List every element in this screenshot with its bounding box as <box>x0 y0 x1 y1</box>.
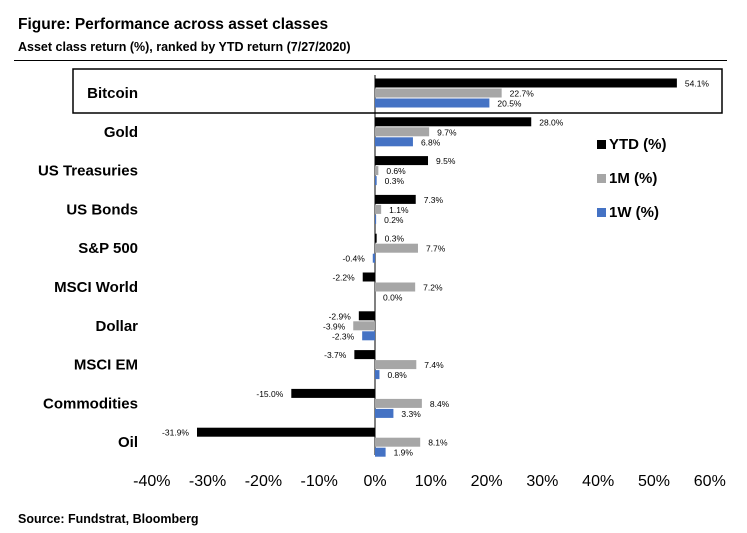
bar <box>196 427 375 437</box>
bar <box>375 166 379 176</box>
data-label: 6.8% <box>421 137 441 147</box>
data-label: -3.9% <box>323 321 346 331</box>
data-label: -2.9% <box>329 311 352 321</box>
bar <box>375 360 417 370</box>
bar <box>375 98 490 108</box>
x-tick-label: -30% <box>189 473 226 490</box>
bar <box>375 204 382 214</box>
category-label: MSCI World <box>54 279 138 296</box>
category-label: S&P 500 <box>78 240 138 257</box>
category-label: Dollar <box>95 318 138 335</box>
data-label: 7.7% <box>426 244 446 254</box>
data-label: -3.7% <box>324 350 347 360</box>
figure-subtitle: Asset class return (%), ranked by YTD re… <box>18 40 351 54</box>
data-label: 22.7% <box>510 89 535 99</box>
data-label: 0.8% <box>387 370 407 380</box>
title-divider <box>14 60 727 61</box>
data-label: 8.4% <box>430 399 450 409</box>
data-label: 7.2% <box>423 283 443 293</box>
data-label: 3.3% <box>401 409 421 419</box>
data-label: 20.5% <box>497 99 522 109</box>
bar <box>375 447 386 457</box>
x-tick-label: 30% <box>526 473 558 490</box>
bar <box>375 282 416 292</box>
highlight-box <box>72 68 723 114</box>
bar <box>375 408 394 418</box>
data-label: -2.3% <box>332 331 355 341</box>
bar <box>375 78 677 88</box>
legend-swatch <box>597 174 606 183</box>
legend-label: YTD (%) <box>609 136 667 153</box>
data-label: 8.1% <box>428 438 448 448</box>
bar <box>375 370 380 380</box>
data-label: 0.0% <box>383 293 403 303</box>
bar <box>375 398 422 408</box>
bar <box>358 311 375 321</box>
bar <box>362 272 375 282</box>
category-label: Bitcoin <box>87 85 138 102</box>
category-label: US Treasuries <box>38 163 138 180</box>
bar <box>375 437 421 447</box>
bar <box>372 253 375 263</box>
data-label: 28.0% <box>539 117 564 127</box>
bar <box>375 137 413 147</box>
category-label: Gold <box>104 124 138 141</box>
figure-title: Figure: Performance across asset classes <box>18 16 329 33</box>
x-tick-label: 0% <box>363 473 386 490</box>
legend-label: 1M (%) <box>609 170 657 187</box>
bar <box>354 350 375 360</box>
data-label: 0.6% <box>386 166 406 176</box>
category-label: Commodities <box>43 395 138 412</box>
legend-swatch <box>597 140 606 149</box>
category-label: US Bonds <box>66 201 138 218</box>
bar <box>375 243 418 253</box>
data-label: 9.5% <box>436 156 456 166</box>
category-label: MSCI EM <box>74 357 138 374</box>
legend-swatch <box>597 208 606 217</box>
data-label: 0.3% <box>385 176 405 186</box>
data-label: 1.1% <box>389 205 409 215</box>
bar <box>375 194 416 204</box>
bar <box>291 388 375 398</box>
x-tick-label: 20% <box>471 473 503 490</box>
data-label: 9.7% <box>437 127 457 137</box>
x-tick-label: -20% <box>245 473 282 490</box>
bar <box>375 176 377 186</box>
bar <box>353 321 375 331</box>
bar <box>375 214 377 224</box>
data-label: 7.4% <box>424 360 444 370</box>
data-label: -2.2% <box>333 273 356 283</box>
data-label: 7.3% <box>424 195 444 205</box>
x-tick-label: 60% <box>694 473 726 490</box>
legend-label: 1W (%) <box>609 204 659 221</box>
bar <box>375 88 502 98</box>
data-label: 0.2% <box>384 215 404 225</box>
data-label: -0.4% <box>343 254 366 264</box>
x-tick-label: 50% <box>638 473 670 490</box>
data-label: 1.9% <box>394 448 414 458</box>
data-label: 54.1% <box>685 79 710 89</box>
category-label: Oil <box>118 434 138 451</box>
bar <box>375 117 532 127</box>
x-tick-label: 40% <box>582 473 614 490</box>
data-label: -15.0% <box>256 389 283 399</box>
x-tick-label: 10% <box>415 473 447 490</box>
data-label: 0.3% <box>385 234 405 244</box>
bar <box>375 233 377 243</box>
bar <box>362 331 375 341</box>
bar <box>375 127 430 137</box>
x-tick-label: -10% <box>301 473 338 490</box>
source-note: Source: Fundstrat, Bloomberg <box>18 512 199 526</box>
bar <box>375 156 429 166</box>
x-tick-label: -40% <box>133 473 170 490</box>
data-label: -31.9% <box>162 428 189 438</box>
